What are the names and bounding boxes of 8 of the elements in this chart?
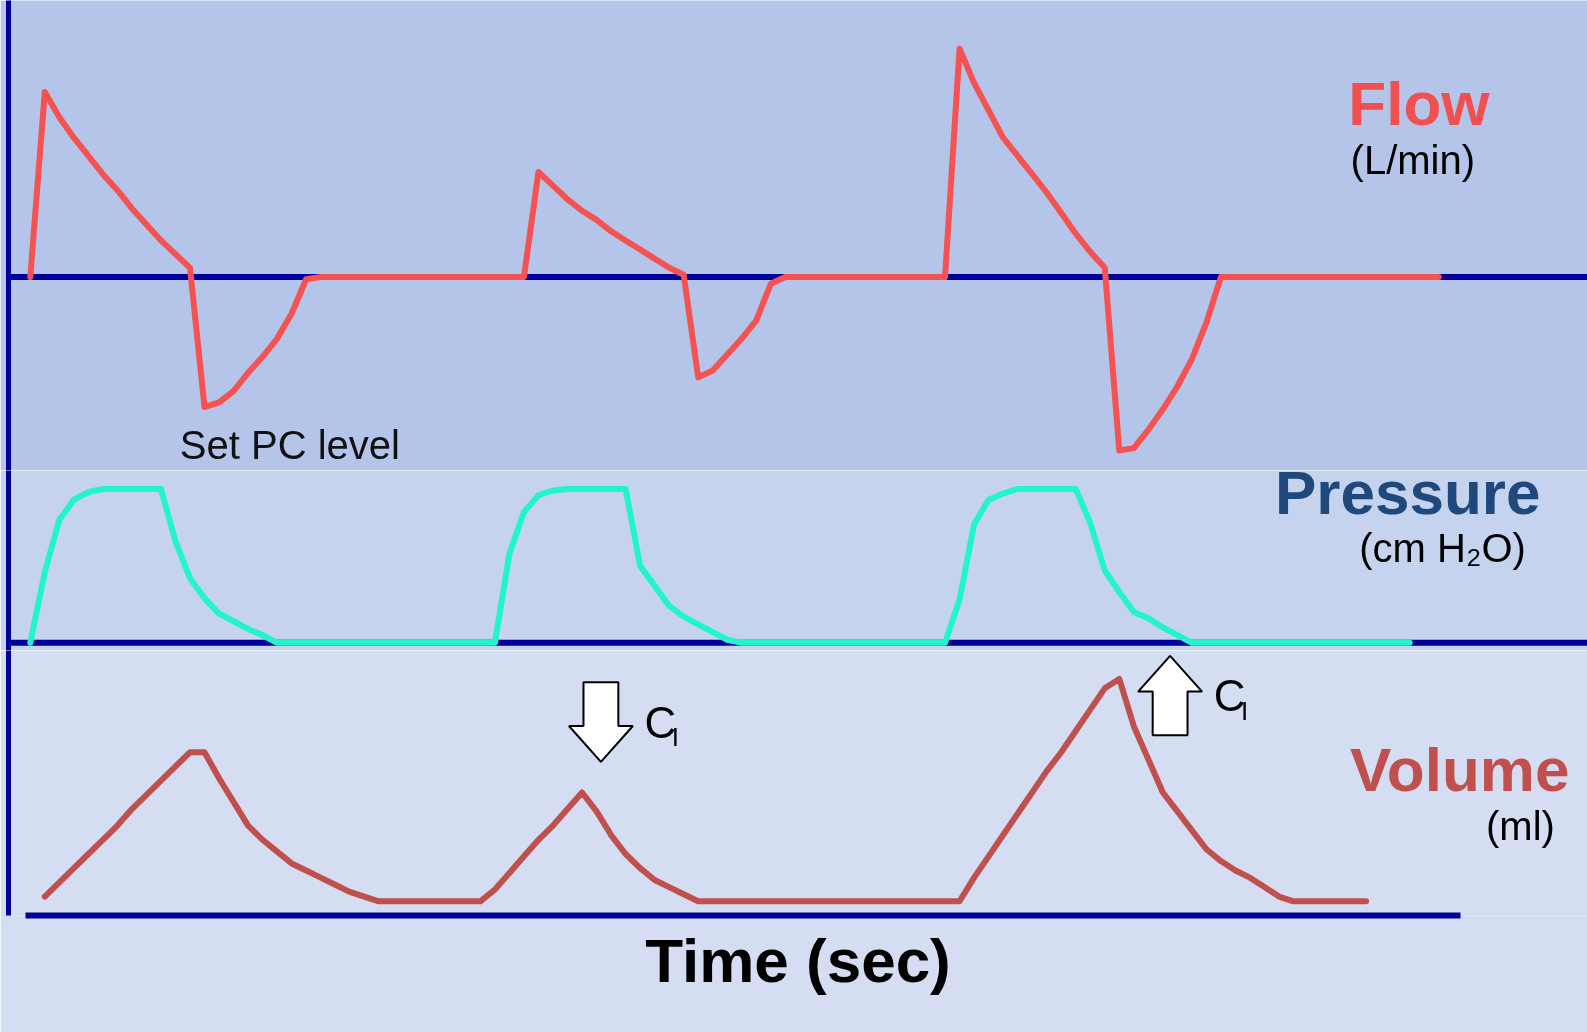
- annotation: Set PC level: [179, 422, 400, 467]
- text: Volume: [1350, 735, 1570, 805]
- y-axis-title: (ml): [1486, 803, 1555, 848]
- chart-title: Pressure: [1274, 457, 1541, 527]
- chart-title: Flow: [1348, 69, 1491, 139]
- y-axis-title: (L/min): [1350, 137, 1476, 182]
- x-axis-title: Time (sec): [645, 925, 951, 995]
- y-axis-title: (cm H₂O): [1359, 526, 1526, 571]
